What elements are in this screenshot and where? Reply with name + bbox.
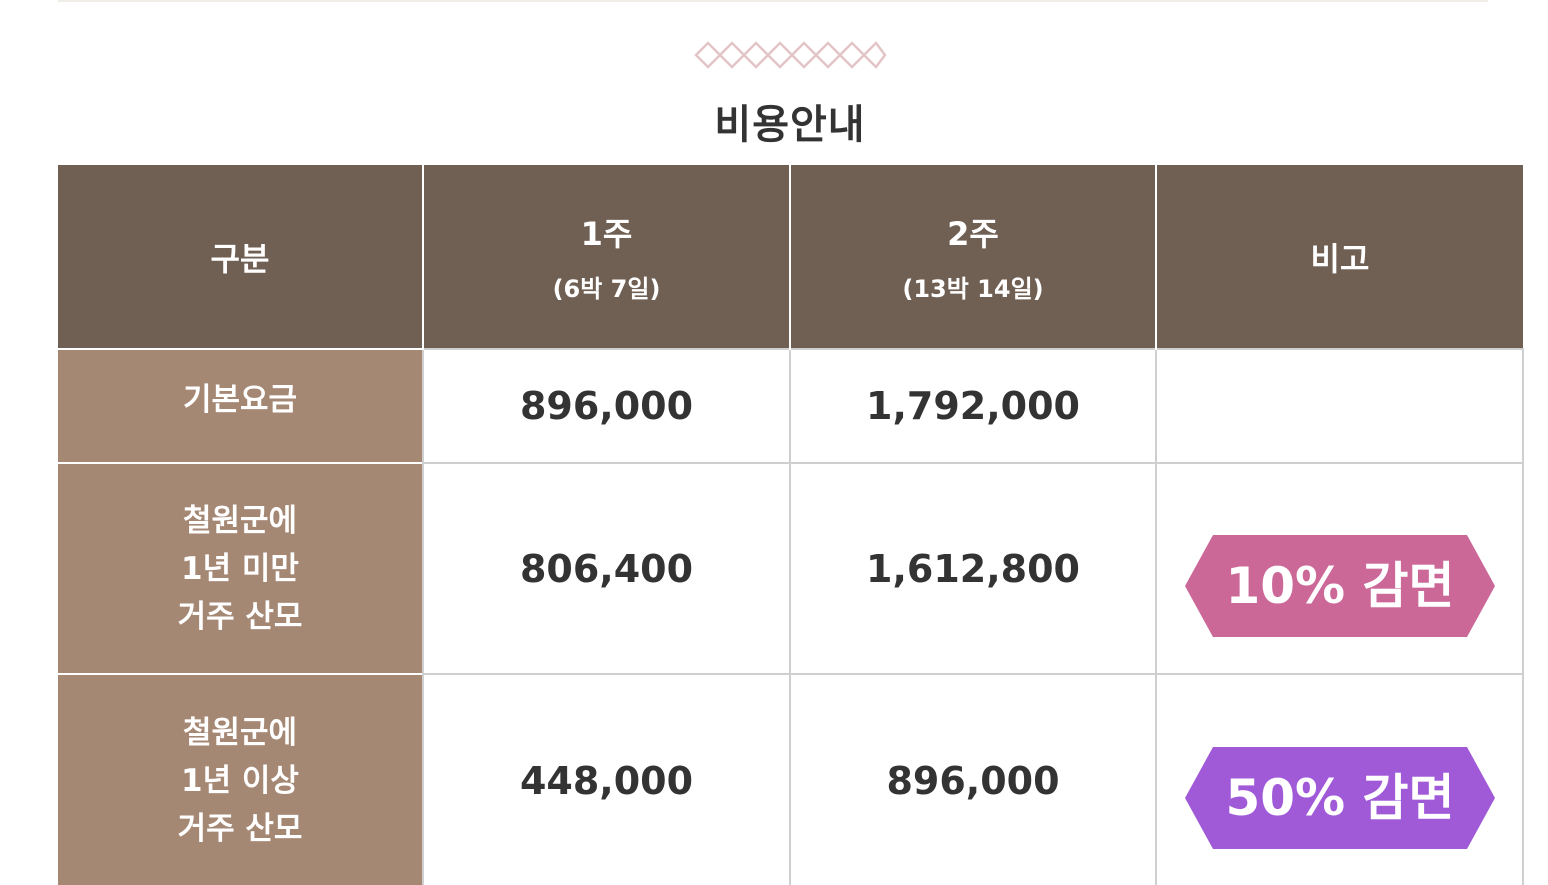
diamond-ornament-icon [694, 41, 887, 69]
header-week1: 1주 (6박 7일) [422, 165, 790, 349]
row-category-line: 거주 산모 [177, 810, 303, 847]
discount-badge-10: 10% 감면 [1184, 535, 1495, 637]
badge-shape [1184, 747, 1495, 849]
price-table: 구분 1주 (6박 7일) 2주 (13박 14일) 비고 기본요금 [58, 165, 1524, 885]
table-row: 철원군에 1년 미만 거주 산모 806,400 1,612,800 10% 감… [58, 462, 1524, 674]
row-week2-price: 1,612,800 [789, 462, 1156, 674]
discount-badge-50: 50% 감면 [1184, 747, 1495, 849]
badge-label: 50% 감면 [1225, 769, 1454, 827]
row-category-line: 1년 이상 [181, 762, 299, 799]
header-week2-label: 2주 [947, 215, 999, 253]
row-category: 철원군에 1년 미만 거주 산모 [58, 462, 423, 674]
section-title: 비용안내 [714, 102, 866, 148]
row-week2-price: 1,792,000 [789, 348, 1156, 463]
badge-shape [1184, 535, 1495, 637]
header-week2-sub: (13박 14일) [902, 275, 1044, 303]
header-note-label: 비고 [1310, 239, 1370, 278]
row-week1-price: 806,400 [422, 462, 790, 674]
header-category: 구분 [58, 165, 423, 349]
table-row: 철원군에 1년 이상 거주 산모 448,000 896,000 50% 감면 [58, 673, 1524, 885]
row-category: 기본요금 [58, 348, 423, 463]
row-note [1155, 348, 1524, 463]
row-category: 철원군에 1년 이상 거주 산모 [58, 673, 423, 885]
badge-label: 10% 감면 [1225, 557, 1454, 615]
row-category-line: 거주 산모 [177, 598, 303, 635]
header-note: 비고 [1155, 165, 1523, 349]
table-row: 기본요금 896,000 1,792,000 [58, 348, 1524, 463]
header-week2: 2주 (13박 14일) [789, 165, 1156, 349]
header-week1-sub: (6박 7일) [552, 275, 661, 303]
row-week1-price: 448,000 [422, 673, 790, 885]
row-week2-price: 896,000 [789, 673, 1156, 885]
row-week1-price: 896,000 [422, 348, 790, 463]
row-category-line: 철원군에 [182, 714, 298, 751]
top-divider [58, 0, 1488, 2]
header-category-label: 구분 [210, 239, 270, 278]
row-category-line: 기본요금 [182, 382, 298, 418]
row-category-line: 철원군에 [182, 502, 298, 539]
row-note: 50% 감면 [1155, 673, 1524, 885]
row-note: 10% 감면 [1155, 462, 1524, 674]
header-week1-label: 1주 [580, 215, 633, 253]
table-header-row: 구분 1주 (6박 7일) 2주 (13박 14일) 비고 [58, 165, 1523, 349]
row-category-line: 1년 미만 [181, 550, 299, 587]
